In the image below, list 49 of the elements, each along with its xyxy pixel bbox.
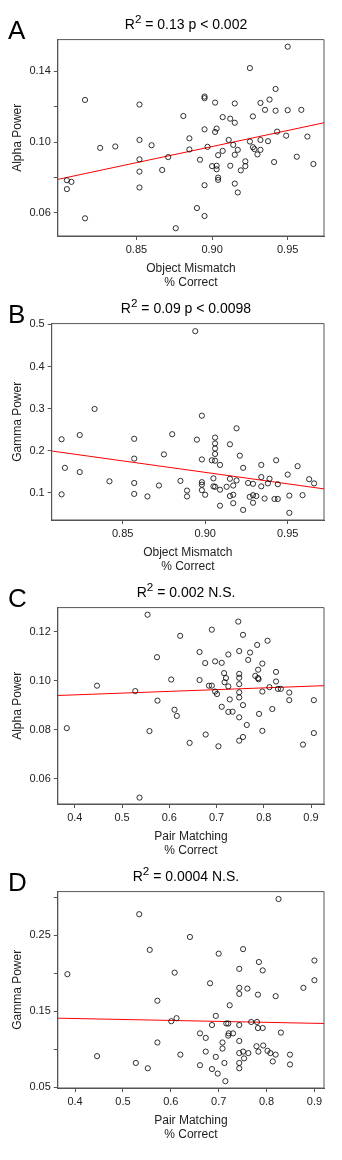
x-tick-label: 0.4 <box>67 810 83 823</box>
y-tick-label: 0.25 <box>29 928 51 941</box>
y-tick-label: 0.5 <box>29 317 45 330</box>
x-tick-label: 0.85 <box>125 242 148 255</box>
y-tick-label: 0.06 <box>29 206 51 219</box>
x-tick-label: 0.90 <box>194 526 216 539</box>
x-tick-label: 0.6 <box>161 810 177 823</box>
x-tick-label: 0.95 <box>276 242 299 255</box>
x-tick-label: 0.8 <box>258 1094 275 1107</box>
x-tick-label: 0.5 <box>114 810 130 823</box>
y-tick-label: 0.10 <box>29 673 51 686</box>
x-tick-label: 0.85 <box>111 526 134 539</box>
x-tick-label: 0.5 <box>115 1094 131 1107</box>
y-axis-title: Alpha Power <box>9 103 24 172</box>
x-axis-title: Object Mismatch % Correct <box>143 544 233 574</box>
y-tick-label: 0.12 <box>29 624 51 637</box>
x-tick-label: 0.8 <box>256 810 272 823</box>
chart-title: R$^{2}$ = 0.09 p < 0.0098 <box>120 296 252 316</box>
text: C <box>8 583 27 613</box>
y-tick-label: 0.3 <box>29 401 45 414</box>
y-tick-label: 0.10 <box>29 135 51 148</box>
x-tick-label: 0.9 <box>303 810 319 823</box>
x-axis-title: Object Mismatch % Correct <box>146 260 236 290</box>
x-axis-title: Pair Matching % Correct <box>154 828 228 858</box>
chart-title: R$^{2}$ = 0.002 N.S. <box>136 580 236 600</box>
y-tick-label: 0.1 <box>29 485 45 498</box>
y-tick-label: 0.06 <box>29 771 51 784</box>
text: D <box>8 867 27 897</box>
chart-title: R$^{2}$ = 0.13 p < 0.002 <box>124 12 248 32</box>
y-axis-title: Alpha Power <box>9 671 24 740</box>
x-tick-label: 0.6 <box>163 1094 179 1107</box>
x-axis-title: Pair Matching % Correct <box>154 1112 228 1142</box>
text: A <box>8 15 26 45</box>
text: B <box>8 299 26 329</box>
y-tick-label: 0.14 <box>29 64 51 77</box>
y-tick-label: 0.08 <box>29 722 51 735</box>
x-tick-label: 0.9 <box>306 1094 323 1107</box>
x-tick-label: 0.7 <box>211 1094 227 1107</box>
y-axis-title: Gamma Power <box>9 949 24 1030</box>
y-tick-label: 0.05 <box>29 1080 51 1093</box>
y-axis-title: Gamma Power <box>9 381 24 462</box>
x-tick-label: 0.4 <box>67 1094 83 1107</box>
x-tick-label: 0.95 <box>276 526 299 539</box>
x-tick-label: 0.7 <box>208 810 225 823</box>
chart-title: R$^{2}$ = 0.0004 N.S. <box>132 864 240 884</box>
y-tick-label: 0.15 <box>29 1004 51 1017</box>
y-tick-label: 0.4 <box>29 359 45 372</box>
y-tick-label: 0.2 <box>29 443 45 456</box>
x-tick-label: 0.90 <box>201 242 223 255</box>
